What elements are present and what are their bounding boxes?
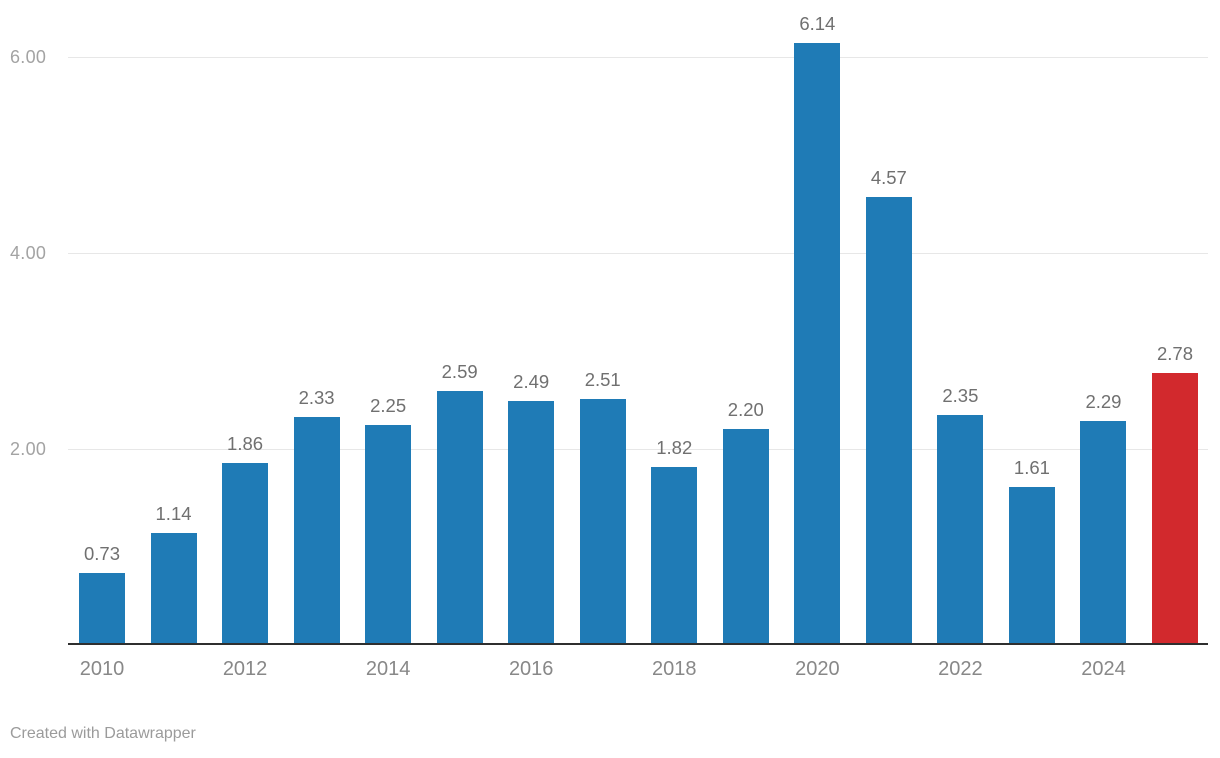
bar-2010 xyxy=(79,573,125,643)
bar-value-label: 2.29 xyxy=(1085,390,1122,412)
bar-value-label: 2.78 xyxy=(1156,342,1193,364)
bar-value-label: 1.82 xyxy=(656,436,693,458)
bar-value-label: 1.86 xyxy=(227,432,264,454)
y-axis-tick-label: 4.00 xyxy=(10,243,47,263)
bar-2012 xyxy=(222,462,269,643)
bar-2019 xyxy=(722,429,769,643)
bar-value-label: 2.25 xyxy=(370,394,407,416)
y-axis-tick-label: 6.00 xyxy=(10,47,47,67)
bar-value-label: 2.33 xyxy=(298,386,335,408)
x-axis-tick-label: 2010 xyxy=(79,658,125,680)
x-axis-tick-label: 2022 xyxy=(938,658,983,680)
bar-2025 xyxy=(1152,372,1198,643)
bar-value-label: 2.51 xyxy=(584,369,621,391)
bar-value-label: 2.35 xyxy=(942,384,979,406)
bar-2014 xyxy=(365,424,412,643)
bar-2011 xyxy=(150,533,197,643)
bar-value-label: 2.49 xyxy=(513,370,550,392)
bar-2020 xyxy=(794,43,841,643)
x-axis-tick-label: 2016 xyxy=(508,658,554,680)
bar-value-label: 2.59 xyxy=(441,361,478,383)
x-axis-tick-label: 2024 xyxy=(1081,658,1126,680)
bar-value-label: 0.73 xyxy=(83,543,120,565)
bar-2013 xyxy=(293,416,340,643)
x-axis-tick-label: 2018 xyxy=(652,658,697,680)
bar-2018 xyxy=(651,466,698,643)
x-axis-tick-label: 2012 xyxy=(222,658,268,680)
y-axis-tick-label: 2.00 xyxy=(10,439,47,459)
gridline xyxy=(68,449,1208,450)
bar-value-label: 1.14 xyxy=(155,503,192,525)
gridline xyxy=(68,57,1208,58)
bar-value-label: 1.61 xyxy=(1013,457,1050,479)
bar-2017 xyxy=(579,399,626,643)
bar-value-label: 4.57 xyxy=(870,167,907,189)
x-axis-line xyxy=(68,643,1208,645)
bar-2015 xyxy=(436,391,483,643)
x-axis-tick-label: 2020 xyxy=(795,658,840,680)
bar-2016 xyxy=(508,400,555,643)
x-axis-tick-label: 2014 xyxy=(365,658,411,680)
bar-2021 xyxy=(865,197,912,643)
bar-value-label: 6.14 xyxy=(799,13,836,35)
bar-2022 xyxy=(937,414,984,643)
gridline xyxy=(68,253,1208,254)
datawrapper-attribution: Created with Datawrapper xyxy=(10,725,196,742)
bar-value-label: 2.20 xyxy=(727,399,764,421)
bar-2023 xyxy=(1008,487,1055,643)
bar-2024 xyxy=(1080,420,1127,643)
